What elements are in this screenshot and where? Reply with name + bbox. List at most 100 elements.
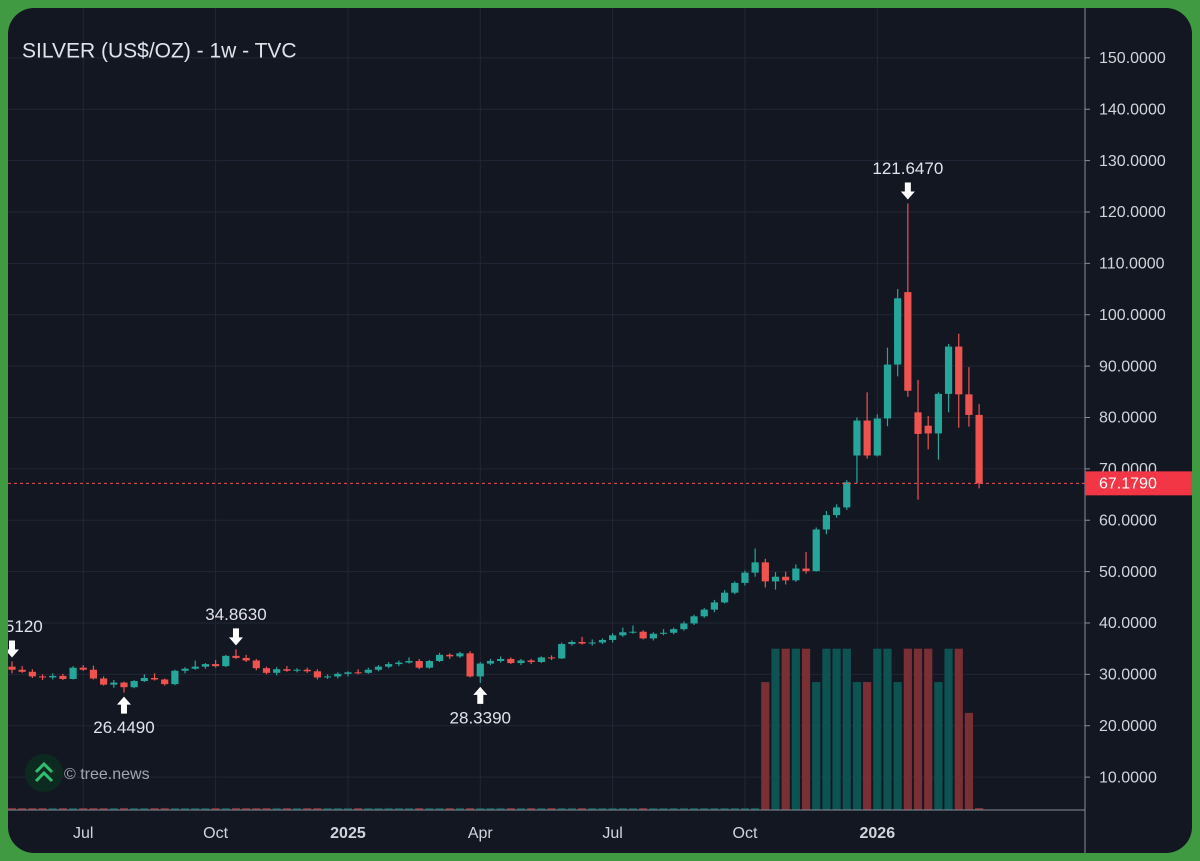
volume-bar	[119, 807, 129, 810]
candle-body	[659, 632, 668, 634]
x-tick-label: 2026	[860, 825, 896, 842]
volume-bar	[435, 807, 444, 810]
candle-body	[853, 420, 861, 456]
volume-bar	[476, 807, 485, 810]
candle-body	[629, 631, 637, 633]
y-tick-label: 130.0000	[1099, 153, 1166, 170]
volume-bar	[608, 807, 617, 810]
volume-bar	[466, 807, 475, 810]
volume-bar	[506, 807, 515, 810]
candle-body	[313, 671, 321, 678]
candle-body	[130, 681, 138, 688]
candle-body	[934, 393, 942, 434]
volume-bar	[852, 682, 862, 810]
volume-bar	[954, 648, 963, 810]
candle-body	[832, 507, 841, 516]
volume-bar	[618, 807, 627, 810]
volume-bar	[89, 807, 98, 810]
volume-bar	[781, 648, 790, 810]
candle-body	[28, 671, 36, 677]
volume-bar	[415, 807, 424, 810]
y-tick-label: 60.0000	[1099, 512, 1157, 529]
volume-bar	[679, 807, 688, 810]
candle-body	[323, 676, 332, 678]
volume-bar	[628, 807, 638, 810]
volume-bar	[191, 807, 200, 810]
volume-bar	[659, 807, 668, 810]
candle-body	[619, 632, 627, 636]
volume-bar	[842, 648, 851, 810]
volume-bar	[791, 648, 800, 810]
candle-body	[69, 667, 77, 679]
candle-body	[802, 568, 810, 572]
candle-body	[863, 420, 871, 456]
volume-bar	[68, 807, 78, 810]
volume-bar	[934, 682, 943, 810]
candle-body	[344, 672, 352, 674]
volume-bar	[242, 807, 251, 810]
volume-bar	[924, 648, 933, 810]
candle-body	[110, 682, 118, 685]
annotation-arrow	[8, 640, 19, 658]
candle-body	[609, 635, 617, 640]
volume-bar	[282, 807, 291, 810]
candle-body	[59, 675, 67, 679]
x-tick-label: Apr	[468, 825, 494, 842]
chart-title: SILVER (US$/OZ) - 1w - TVC	[22, 40, 297, 63]
y-tick-label: 120.0000	[1099, 204, 1166, 221]
volume-bar	[689, 807, 699, 810]
volume-bar	[893, 682, 902, 810]
volume-bar	[170, 807, 179, 810]
candle-body	[547, 657, 556, 659]
volume-bar	[38, 807, 47, 810]
volume-bar	[374, 807, 383, 810]
candle-body	[303, 669, 311, 672]
candle-body	[395, 662, 403, 665]
candle-body	[8, 666, 16, 670]
candle-body	[425, 661, 433, 668]
volume-bar	[262, 807, 271, 810]
volume-bar	[130, 807, 139, 810]
last-price-box	[1085, 471, 1192, 496]
candle-body	[944, 346, 953, 394]
volume-bar	[272, 807, 281, 810]
volume-bar	[252, 807, 261, 810]
candle-body	[639, 631, 647, 639]
candle-body	[792, 568, 800, 581]
y-tick-label: 150.0000	[1099, 50, 1166, 67]
candle-body	[140, 677, 148, 682]
candle-body	[476, 663, 484, 677]
volume-bar	[445, 807, 454, 810]
volume-bar	[140, 807, 149, 810]
y-tick-label: 40.0000	[1099, 615, 1157, 632]
volume-bar	[486, 807, 495, 810]
candle-body	[161, 679, 169, 685]
volume-bar	[343, 807, 353, 810]
volume-bar	[730, 807, 739, 810]
candle-body	[150, 677, 159, 680]
volume-bar	[160, 807, 169, 810]
candle-body	[446, 654, 454, 657]
volume-bar	[588, 807, 597, 810]
candle-body	[212, 664, 220, 667]
watermark: © tree.news	[25, 754, 150, 792]
volume-bar	[404, 807, 414, 810]
candle-body	[843, 482, 851, 508]
candle-body	[415, 661, 423, 668]
volume-bar	[669, 807, 678, 810]
candle-body	[89, 669, 98, 679]
candle-body	[873, 418, 881, 456]
x-tick-label: Jul	[602, 825, 622, 842]
volume-bar	[710, 807, 719, 810]
volume-bar	[537, 807, 546, 810]
candle-body	[466, 653, 474, 677]
volume-bar	[975, 807, 984, 810]
volume-bar	[231, 807, 241, 810]
candle-layer	[8, 203, 983, 693]
candle-body	[242, 657, 250, 661]
candle-body	[558, 644, 566, 659]
volume-bar	[801, 648, 811, 810]
candle-body	[273, 669, 281, 673]
candle-body	[181, 668, 189, 671]
candle-body	[568, 641, 576, 645]
